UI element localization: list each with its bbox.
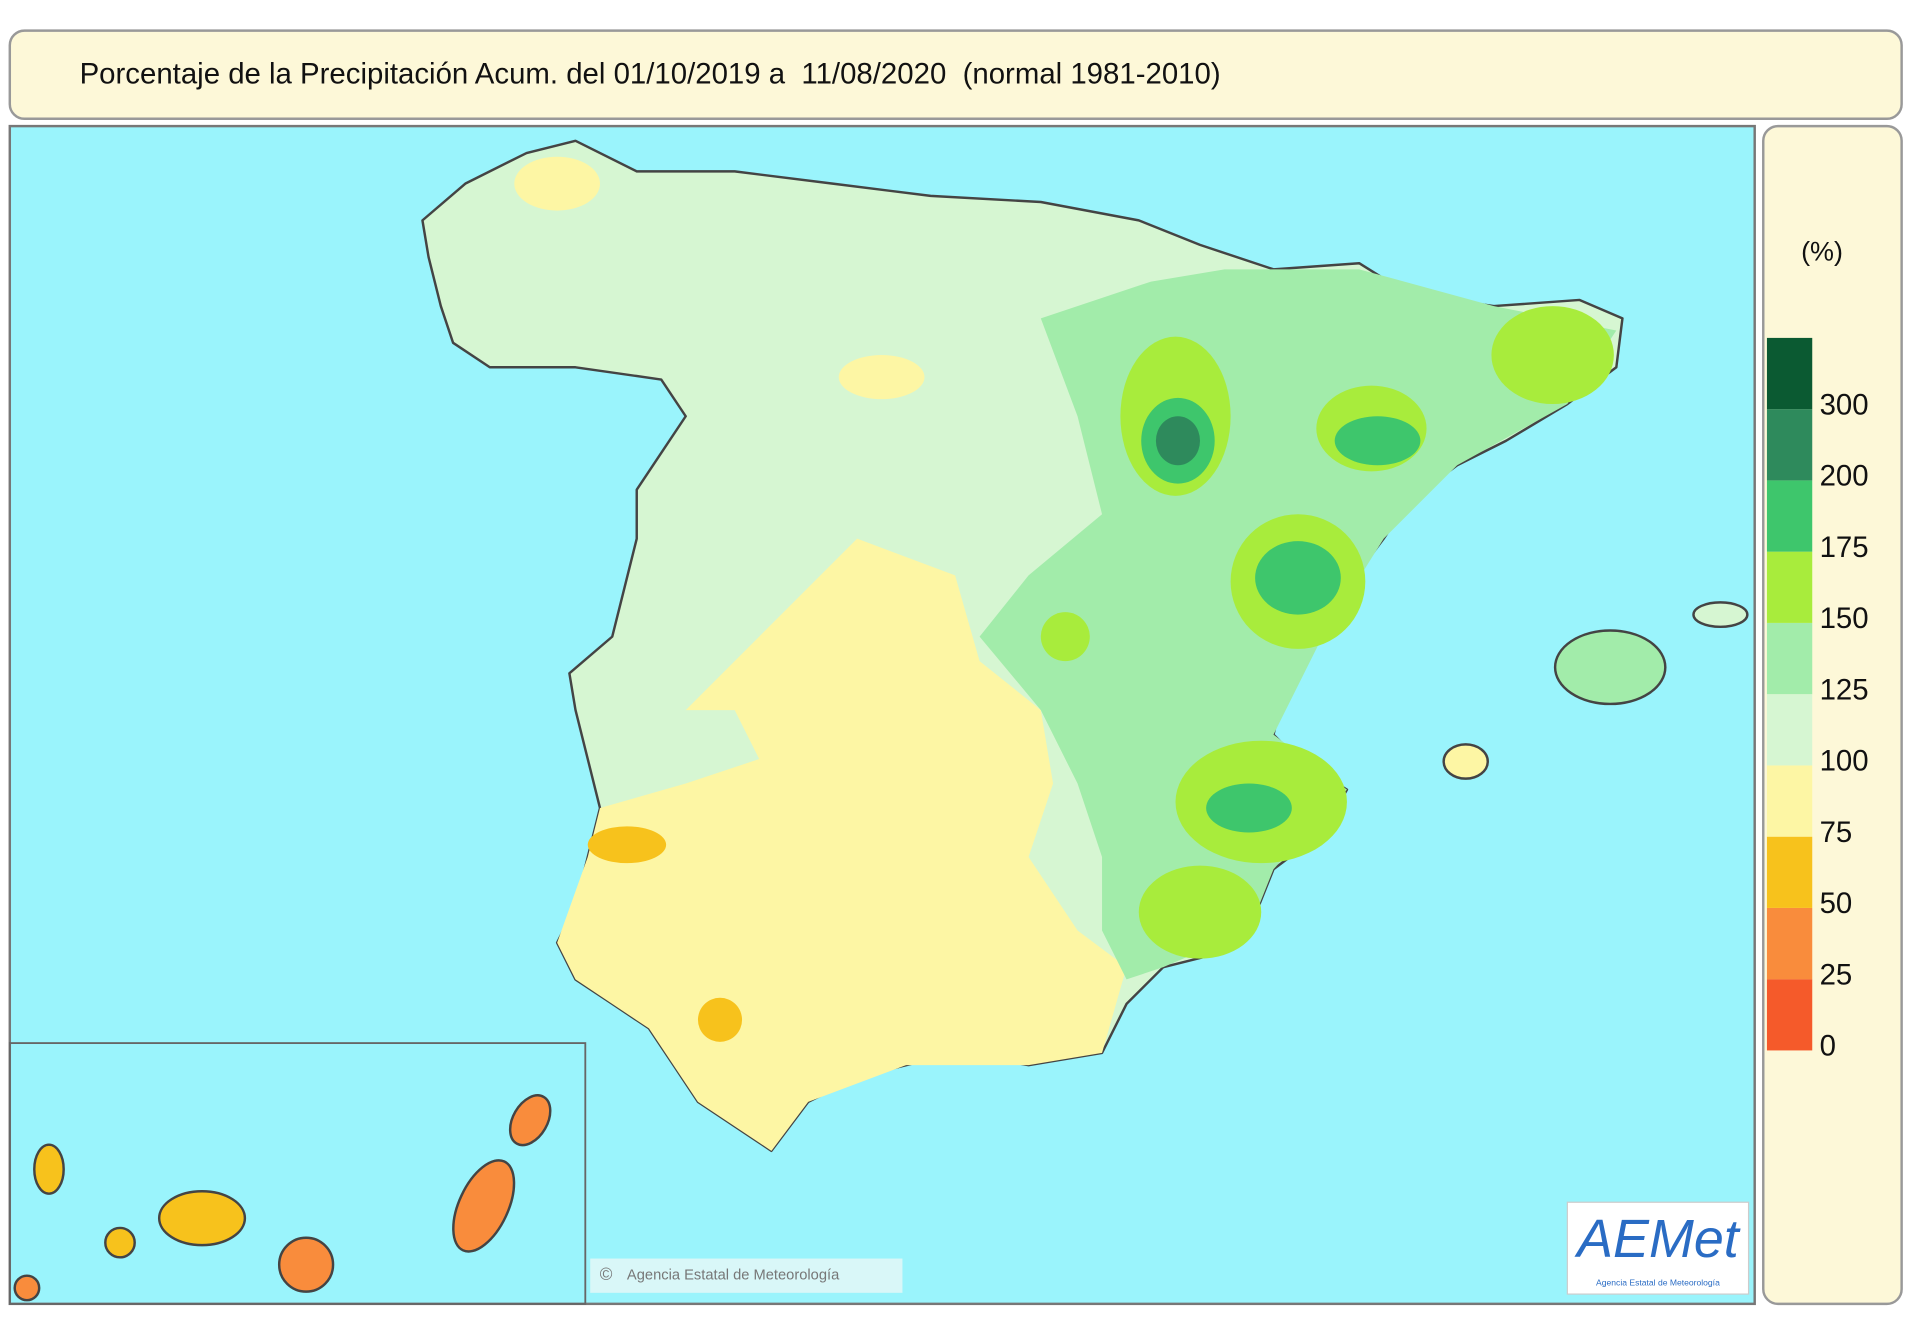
dry-region (557, 538, 1127, 1151)
dry-spot (587, 826, 667, 864)
island (13, 1274, 41, 1302)
legend-label: 125 (1820, 673, 1869, 706)
legend-swatch (1766, 907, 1813, 980)
title-box (8, 29, 1903, 120)
logo-box (1566, 1201, 1750, 1295)
island (104, 1226, 136, 1259)
very-wet-patch (1491, 306, 1614, 405)
legend-swatch (1766, 551, 1813, 623)
title: Porcentaje de la Precipitación Acum. del… (80, 58, 1221, 91)
wettest-patch (1255, 541, 1341, 615)
island (277, 1236, 335, 1293)
legend-label: 100 (1820, 745, 1869, 778)
legend-label: 50 (1820, 887, 1853, 920)
legend-label: 300 (1820, 388, 1869, 421)
canaries (13, 1094, 552, 1302)
menorca (1692, 601, 1749, 629)
legend-label: 75 (1820, 816, 1853, 849)
legend-swatch (1766, 409, 1813, 481)
legend-label: 200 (1820, 460, 1869, 493)
island (452, 1159, 516, 1253)
island (157, 1190, 247, 1247)
legend-label: 25 (1820, 958, 1853, 991)
legend-swatch (1766, 480, 1813, 552)
legend-swatch (1766, 836, 1813, 908)
legend-label: 0 (1820, 1030, 1836, 1063)
island (508, 1094, 552, 1147)
wettest-patch (1206, 783, 1292, 833)
dry-spot (697, 997, 743, 1042)
very-wet-patch (1040, 612, 1090, 662)
copyright-symbol: © (600, 1264, 613, 1284)
very-wet-patch (1138, 865, 1262, 959)
extreme-patch (1155, 416, 1200, 466)
legend-swatch (1766, 694, 1813, 766)
logo-subtitle: Agencia Estatal de Meteorología (1596, 1277, 1720, 1287)
legend-swatch (1766, 337, 1813, 410)
copyright: Agencia Estatal de Meteorología (627, 1268, 840, 1284)
logo: AEMet (1574, 1209, 1741, 1269)
legend-label: 175 (1820, 531, 1869, 564)
legend-swatch (1766, 765, 1813, 837)
dry-patch (514, 156, 600, 211)
balearics (1442, 601, 1749, 780)
peninsula (421, 139, 1624, 1153)
copyright-box (590, 1258, 903, 1293)
dry-patch (838, 355, 925, 400)
mallorca (1553, 629, 1667, 706)
island (33, 1143, 65, 1195)
ibiza (1442, 743, 1489, 780)
legend-unit: (%) (1801, 237, 1843, 267)
legend-swatch (1766, 979, 1813, 1051)
legend-label: 150 (1820, 602, 1869, 635)
wettest-patch (1334, 416, 1421, 466)
legend-swatch (1766, 622, 1813, 695)
canary-inset (8, 1042, 587, 1305)
legend: 0 25 50 75 100 125 150 175 200 300 (1766, 337, 1869, 1063)
